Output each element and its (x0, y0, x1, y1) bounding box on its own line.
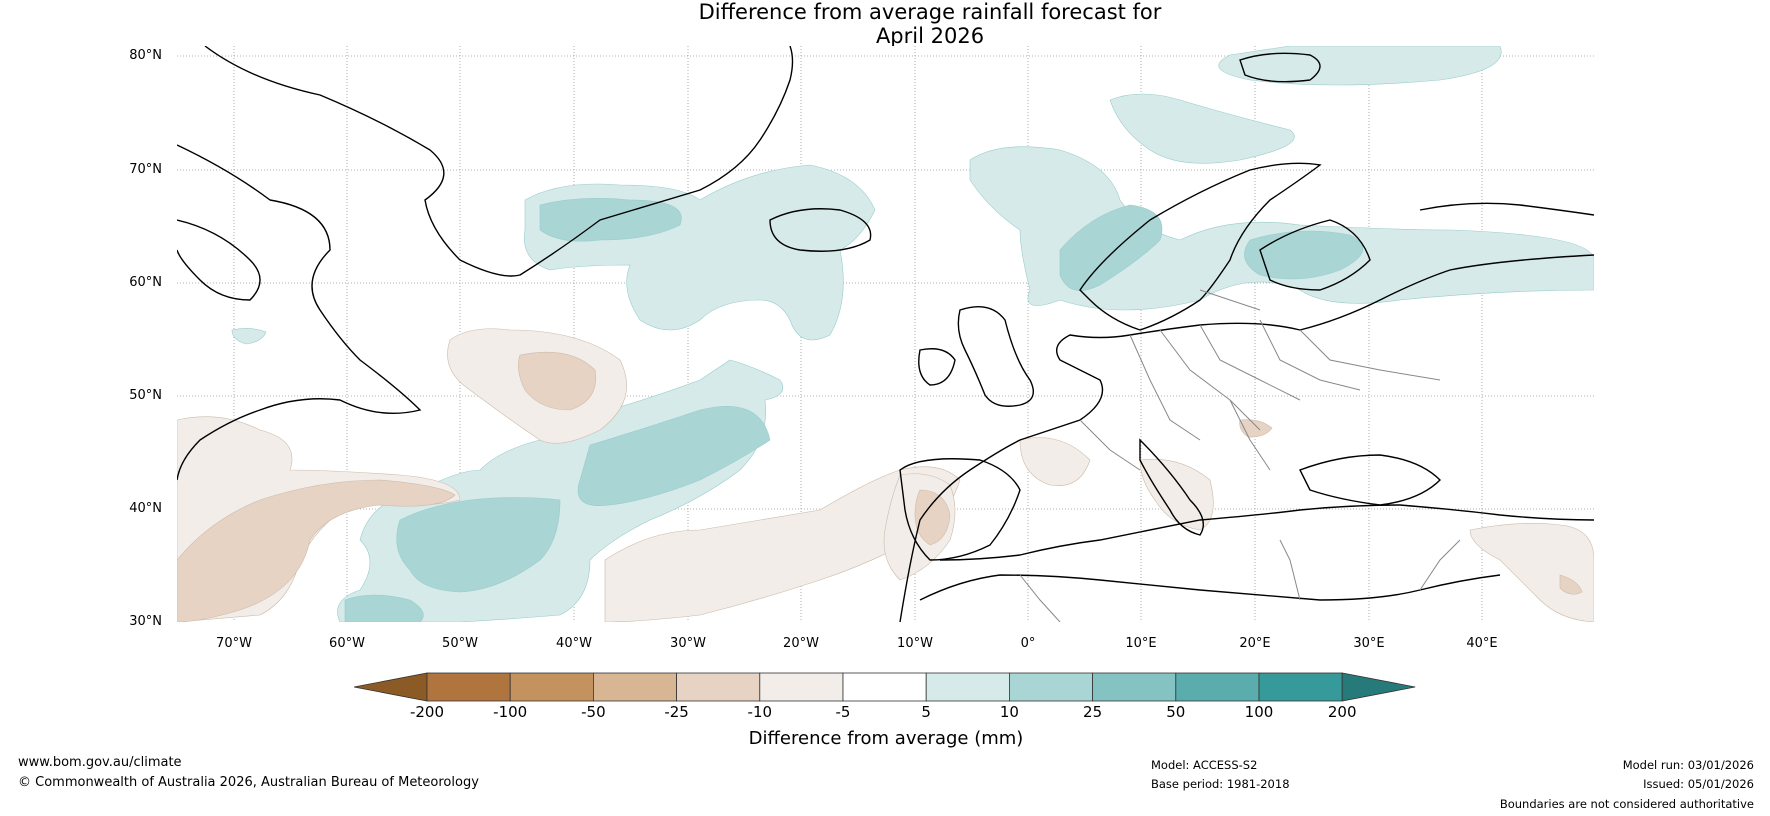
title-line-2: April 2026 (875, 24, 985, 48)
colorbar-tick-label: 200 (1327, 703, 1357, 721)
europe-coast (899, 254, 1594, 622)
lat-label-60n: 60°N (129, 275, 162, 290)
baffin-coast (177, 219, 261, 301)
model-text: Model: ACCESS-S2 (1151, 758, 1258, 772)
issued-text: Issued: 05/01/2026 (1643, 777, 1754, 791)
map-frame (177, 46, 1594, 622)
disclaimer-text: Boundaries are not considered authoritat… (1499, 797, 1754, 811)
colorbar-tick-label: -100 (493, 703, 528, 721)
website-text: www.bom.gov.au/climate (18, 755, 182, 770)
iceland-coast (769, 208, 872, 252)
colorbar-segment (593, 672, 678, 702)
colorbar-tick-label: 5 (921, 703, 931, 721)
colorbar-tick-label: 10 (999, 703, 1019, 721)
ireland-coast (918, 348, 956, 386)
finland-coast (1259, 219, 1371, 291)
svalbard-coast (1239, 52, 1321, 83)
coastlines (177, 46, 1594, 622)
colorbar-segment (1092, 672, 1177, 702)
lat-label-70n: 70°N (129, 162, 162, 177)
lat-label-80n: 80°N (129, 48, 162, 63)
greenland-coast (204, 46, 794, 277)
lat-label-40n: 40°N (129, 501, 162, 516)
black-sea-coast (1299, 454, 1441, 506)
colorbar-segment (1258, 672, 1343, 702)
colorbar-segment (509, 672, 594, 702)
colorbar-tick-label: 50 (1166, 703, 1186, 721)
title-line-1: Difference from average rainfall forecas… (698, 0, 1162, 24)
colorbar-segment (676, 672, 761, 702)
colorbar-tick-label: -200 (409, 703, 445, 721)
lon-label-40w: 40°W (556, 636, 592, 651)
lon-label-20e: 20°E (1239, 636, 1271, 651)
colorbar-segment (759, 672, 844, 702)
lon-label-10e: 10°E (1125, 636, 1157, 651)
colorbar-extend-low (353, 672, 428, 702)
legend-title: Difference from average (mm) (748, 728, 1024, 749)
colorbar-tick-label: -50 (581, 703, 606, 721)
italy-coast (1139, 438, 1204, 536)
lat-label-30n: 30°N (129, 614, 162, 629)
colorbar-tick-label: 25 (1083, 703, 1103, 721)
copyright-text: © Commonwealth of Australia 2026, Austra… (18, 775, 479, 790)
mediterranean-coast (939, 504, 1594, 561)
iberia-coast (899, 458, 1021, 561)
lon-label-70w: 70°W (216, 636, 252, 651)
colorbar-tick-label: 100 (1244, 703, 1274, 721)
colorbar-tick-label: -5 (835, 703, 851, 721)
africa-coast (919, 574, 1501, 601)
lon-label-30e: 30°E (1353, 636, 1385, 651)
lon-label-60w: 60°W (329, 636, 365, 651)
colorbar-tick-label: -25 (664, 703, 689, 721)
map-title: Difference from average rainfall forecas… (0, 0, 1770, 48)
lon-label-10w: 10°W (897, 636, 933, 651)
lon-label-20w: 20°W (783, 636, 819, 651)
lon-label-50w: 50°W (442, 636, 478, 651)
base-period-text: Base period: 1981-2018 (1151, 777, 1290, 791)
colorbar-segment (925, 672, 1010, 702)
colorbar-tick-label: -10 (747, 703, 773, 721)
colorbar-segment (1175, 672, 1260, 702)
colorbar-extend-high (1341, 672, 1416, 702)
model-run-text: Model run: 03/01/2026 (1622, 758, 1754, 772)
colorbar-segment (426, 672, 511, 702)
lon-label-30w: 30°W (670, 636, 706, 651)
country-borders (1019, 289, 1461, 622)
colorbar-segment (1009, 672, 1094, 702)
lon-label-40e: 40°E (1466, 636, 1498, 651)
lat-label-50n: 50°N (129, 388, 162, 403)
canada-coast (177, 144, 422, 481)
colorbar-segments (353, 672, 1416, 702)
wet-anomaly-areas (177, 46, 1594, 622)
dry-anomaly-areas (177, 328, 1594, 622)
arctic-russia-coast (1419, 202, 1594, 216)
scandinavia-coast (1079, 162, 1322, 331)
colorbar-segment (842, 672, 927, 702)
british-isles-coast (957, 306, 1034, 407)
lon-label-0: 0° (1020, 636, 1036, 651)
